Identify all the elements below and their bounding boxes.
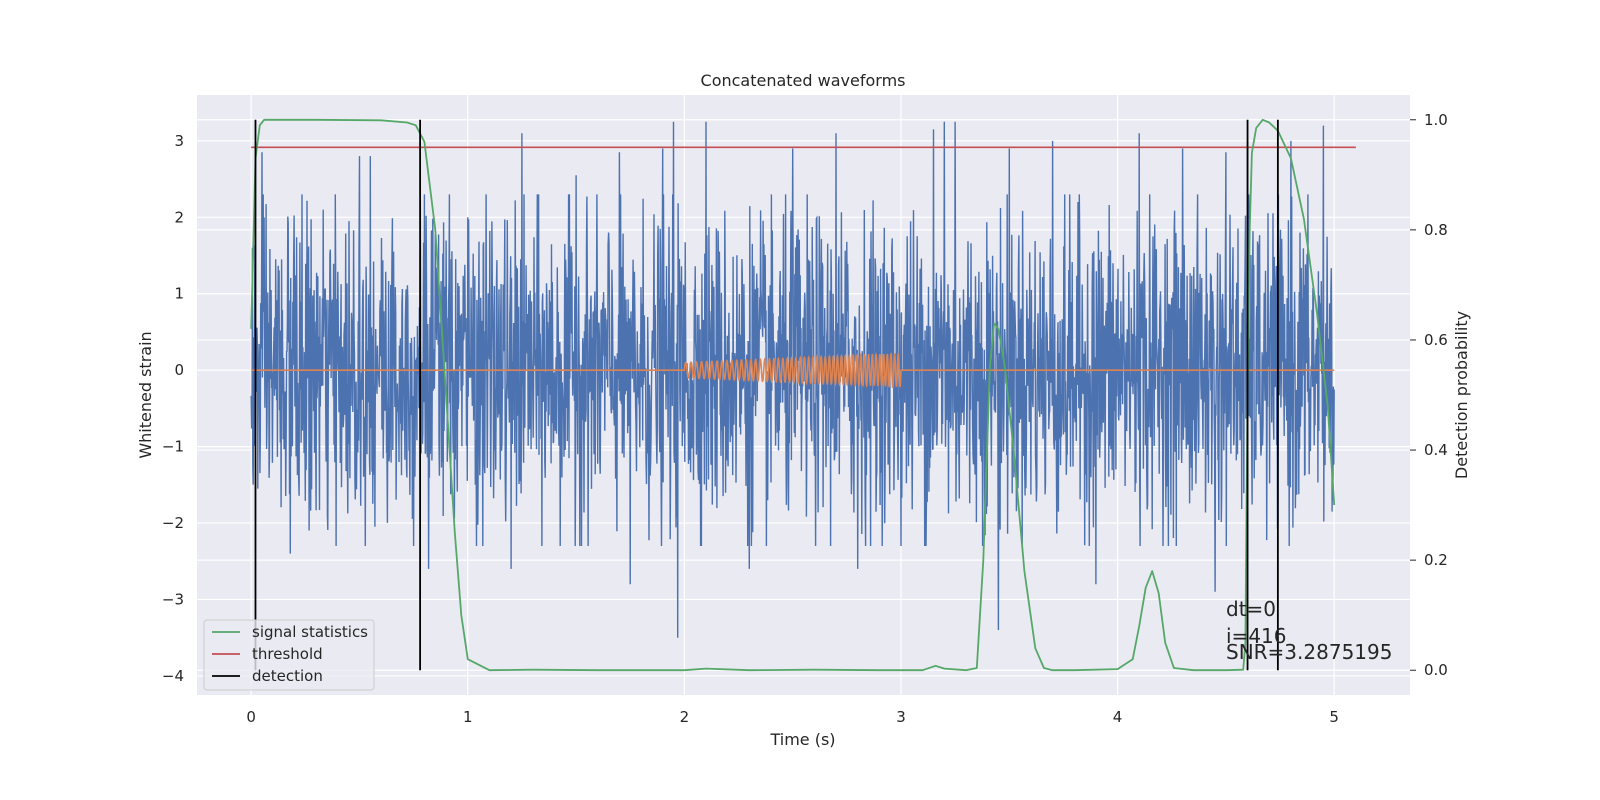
y2-axis-ticks: 0.0 0.2 0.4 0.6 0.8 1.0	[1410, 111, 1448, 679]
signal-statistics-line	[250, 118, 1336, 672]
annotation-snr: SNR=3.2875195	[1226, 640, 1392, 664]
y2-tick-label: 0.6	[1424, 331, 1448, 349]
x-tick-label: 5	[1329, 708, 1339, 726]
y2-tick-label: 0.4	[1424, 441, 1448, 459]
annotation-index: i=416	[1226, 624, 1287, 648]
x-tick-label: 2	[680, 708, 690, 726]
x-axis-ticks: 0 1 2 3 4 5	[246, 708, 1339, 726]
strain-line	[250, 121, 1335, 638]
y2-axis-label: Detection probability	[1452, 311, 1471, 479]
injection-line	[251, 351, 1335, 390]
legend-label-detection: detection	[252, 667, 323, 685]
x-tick-label: 4	[1113, 708, 1123, 726]
y-tick-label: 3	[174, 132, 184, 150]
chart-title: Concatenated waveforms	[701, 71, 906, 90]
legend-label-threshold: threshold	[252, 645, 323, 663]
annotation-dt: dt=0	[1226, 597, 1276, 621]
legend-box	[203, 619, 375, 691]
y-tick-label: −2	[162, 514, 184, 532]
annotation-block: dt=0 i=416 SNR=3.2875195	[1226, 597, 1392, 664]
legend: signal statistics threshold detection	[203, 619, 375, 691]
y-tick-label: 0	[174, 361, 184, 379]
x-tick-label: 0	[246, 708, 256, 726]
y2-tick-label: 0.8	[1424, 221, 1448, 239]
y2-tick-label: 0.0	[1424, 661, 1448, 679]
x-axis-label: Time (s)	[769, 730, 835, 749]
y-tick-label: −1	[162, 438, 184, 456]
y-axis-ticks: −4 −3 −2 −1 0 1 2 3	[162, 132, 184, 685]
y-axis-label: Whitened strain	[136, 331, 155, 458]
y-tick-label: −3	[162, 590, 184, 608]
y2-tick-label: 0.2	[1424, 551, 1448, 569]
x-tick-label: 3	[896, 708, 906, 726]
x-tick-label: 1	[463, 708, 473, 726]
legend-label-signal: signal statistics	[252, 623, 368, 641]
y-tick-label: 1	[174, 285, 184, 303]
y2-tick-label: 1.0	[1424, 111, 1448, 129]
y-tick-label: 2	[174, 208, 184, 226]
series-layer	[250, 118, 1356, 672]
y-tick-label: −4	[162, 667, 184, 685]
